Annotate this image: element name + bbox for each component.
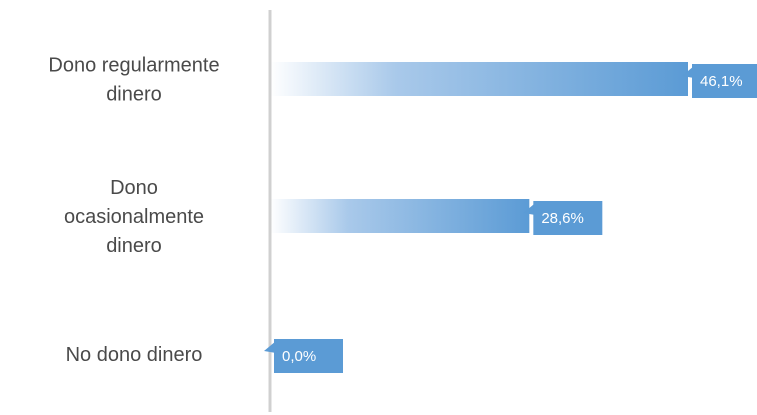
bar-1	[270, 199, 530, 233]
value-label-2: 0,0%	[282, 348, 316, 365]
category-label-2: No dono dinero	[66, 344, 203, 366]
category-label-0: Dono regularmente dinero	[48, 55, 219, 106]
category-label-0-line-0: Dono regularmente	[48, 55, 219, 77]
value-label-pointer-0	[682, 66, 694, 78]
value-label-box-2	[274, 339, 343, 373]
value-label-box-1	[533, 201, 603, 235]
category-label-1: Dono ocasionalmente dinero	[64, 177, 204, 257]
value-label-pointer-2	[264, 341, 276, 353]
value-label-1: 28,6%	[541, 210, 584, 227]
bar-0	[270, 62, 688, 96]
value-label-0: 46,1%	[700, 73, 743, 90]
category-label-0-line-1: dinero	[106, 84, 162, 106]
category-label-1-line-0: Dono	[110, 177, 158, 199]
category-label-1-line-2: dinero	[106, 235, 162, 257]
value-label-box-0	[692, 64, 757, 98]
value-label-pointer-1	[523, 203, 536, 215]
category-label-1-line-1: ocasionalmente	[64, 206, 204, 228]
category-label-2-line-0: No dono dinero	[66, 344, 203, 366]
